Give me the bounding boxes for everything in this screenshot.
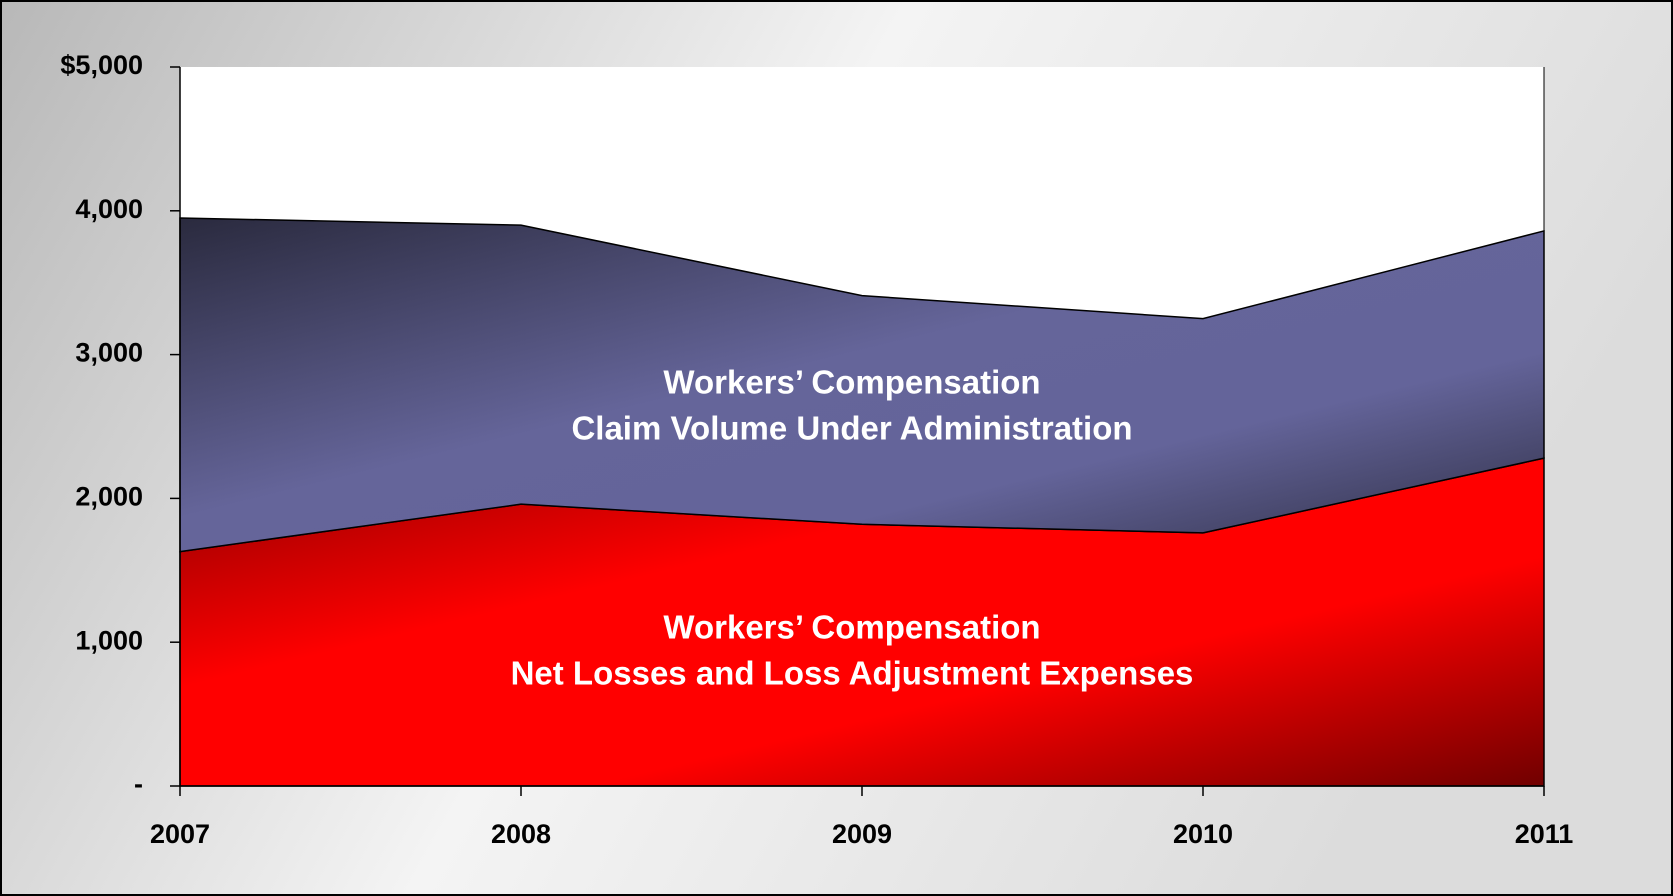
y-tick-label: 3,000 bbox=[75, 338, 143, 368]
plot: - 1,000 2,000 3,000 4,000 $5,000 2007 2008 2009 2… bbox=[60, 50, 1573, 849]
x-tick-label: 2010 bbox=[1173, 819, 1233, 849]
area-label: Claim Volume Under Administration bbox=[571, 410, 1132, 447]
x-tick-label: 2008 bbox=[491, 819, 551, 849]
y-tick-label: - bbox=[134, 769, 143, 799]
y-tick-label: 2,000 bbox=[75, 482, 143, 512]
area-label: Net Losses and Loss Adjustment Expenses bbox=[511, 655, 1194, 692]
x-tick-label: 2007 bbox=[150, 819, 210, 849]
y-tick-label: 4,000 bbox=[75, 194, 143, 224]
x-tick-label: 2009 bbox=[832, 819, 892, 849]
x-tick-label: 2011 bbox=[1515, 819, 1574, 849]
area-label: Workers’ Compensation bbox=[663, 609, 1040, 646]
y-tick-label: $5,000 bbox=[60, 50, 143, 80]
area-label: Workers’ Compensation bbox=[663, 364, 1040, 401]
y-tick-label: 1,000 bbox=[75, 625, 143, 655]
